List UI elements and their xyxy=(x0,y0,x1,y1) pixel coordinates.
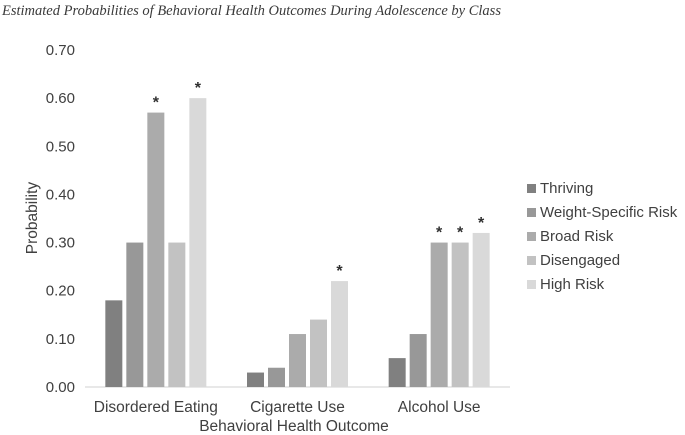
y-tick-label: 0.60 xyxy=(46,90,75,107)
legend-label: Disengaged xyxy=(540,252,620,269)
significance-star: * xyxy=(457,225,464,242)
bar-high-risk xyxy=(189,98,207,388)
bar-disengaged xyxy=(451,242,469,387)
legend-label: Broad Risk xyxy=(540,228,614,245)
legend-label: Thriving xyxy=(540,180,593,197)
bar-disengaged xyxy=(310,319,327,387)
x-axis-title: Behavioral Health Outcome xyxy=(199,418,389,435)
legend-swatch xyxy=(527,280,536,289)
bar-broad-risk xyxy=(147,112,165,387)
y-axis-title: Probability xyxy=(24,182,41,255)
y-tick-label: 0.10 xyxy=(46,331,75,348)
bar-high-risk xyxy=(331,281,348,387)
y-tick-label: 0.70 xyxy=(46,42,75,59)
legend-swatch xyxy=(527,256,536,265)
chart-title: Estimated Probabilities of Behavioral He… xyxy=(1,3,501,19)
bar-thriving xyxy=(388,358,406,387)
x-category-label: Alcohol Use xyxy=(398,399,481,416)
bar-high-risk xyxy=(472,232,490,387)
bar-broad-risk xyxy=(430,242,448,387)
bar-weight-specific-risk xyxy=(126,242,144,387)
legend-swatch xyxy=(527,232,536,241)
y-tick-label: 0.00 xyxy=(46,379,75,396)
legend-swatch xyxy=(527,184,536,193)
y-tick-label: 0.30 xyxy=(46,235,75,252)
significance-star: * xyxy=(336,263,343,280)
significance-star: * xyxy=(436,225,443,242)
legend-label: High Risk xyxy=(540,276,605,293)
bar-disengaged xyxy=(168,242,186,387)
x-category-label: Disordered Eating xyxy=(94,399,218,416)
y-tick-label: 0.50 xyxy=(46,138,75,155)
legend-label: Weight-Specific Risk xyxy=(540,204,678,221)
significance-star: * xyxy=(478,215,485,232)
significance-star: * xyxy=(153,95,160,112)
y-tick-label: 0.40 xyxy=(46,186,75,203)
bar-weight-specific-risk xyxy=(268,367,285,387)
x-category-label: Cigarette Use xyxy=(250,399,345,416)
x-axis-category-labels: Disordered Eating Cigarette Use Alcohol Us… xyxy=(94,399,481,416)
significance-star: * xyxy=(195,80,202,97)
significance-markers: * * * * * * xyxy=(153,80,485,280)
y-axis: 0.00 0.10 0.20 0.30 0.40 0.50 0.60 0.70 xyxy=(46,42,75,396)
y-tick-label: 0.20 xyxy=(46,283,75,300)
bar-broad-risk xyxy=(289,334,306,387)
bar-weight-specific-risk xyxy=(409,334,427,387)
bar-thriving xyxy=(247,372,264,387)
bar-thriving xyxy=(105,300,123,387)
legend-swatch xyxy=(527,208,536,217)
bars-group xyxy=(105,98,490,388)
legend: Thriving Weight-Specific Risk Broad Risk Di… xyxy=(527,180,678,293)
